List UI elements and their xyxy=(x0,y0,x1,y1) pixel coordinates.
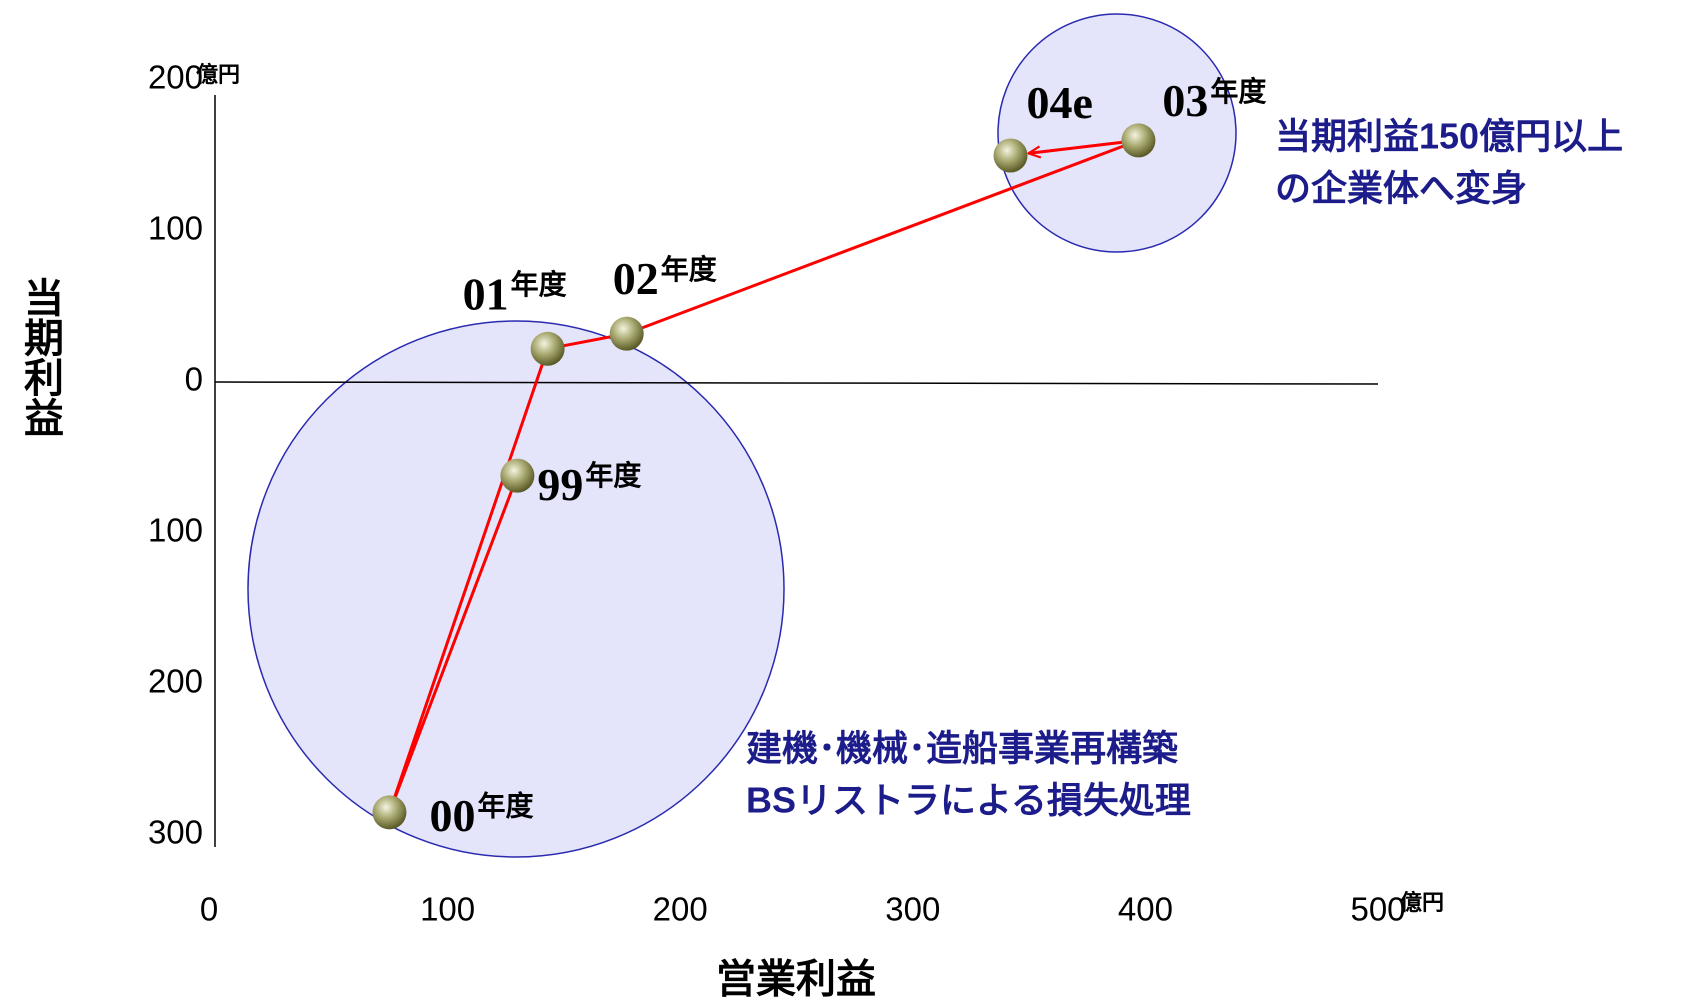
data-point xyxy=(609,316,644,351)
y-tick-label: 100 xyxy=(148,512,203,549)
point-label-suffix: 年度 xyxy=(661,253,717,285)
x-tick-label: 200 xyxy=(653,891,708,928)
annotation: 当期利益150億円以上 xyxy=(1275,116,1623,157)
data-point xyxy=(993,138,1028,173)
point-label: 04e xyxy=(1026,77,1092,128)
x-unit: 億円 xyxy=(1400,890,1444,915)
annotation: の企業体へ変身 xyxy=(1275,168,1527,209)
data-point xyxy=(530,331,565,366)
y-tick-label: 100 xyxy=(148,210,203,247)
point-label-suffix: 年度 xyxy=(1210,75,1266,107)
point-label: 00 xyxy=(429,790,475,841)
point-label-suffix: 年度 xyxy=(477,790,533,822)
data-point xyxy=(1121,123,1156,158)
data-point xyxy=(372,795,407,830)
y-tick-label: 300 xyxy=(148,814,203,851)
x-tick-label: 400 xyxy=(1118,891,1173,928)
highlight-circle xyxy=(247,320,785,858)
point-label-suffix: 年度 xyxy=(585,459,641,491)
x-tick-label: 100 xyxy=(420,891,475,928)
x-axis-title: 営業利益 xyxy=(716,958,876,1002)
point-label: 03 xyxy=(1162,75,1208,126)
point-label-suffix: 年度 xyxy=(511,268,567,300)
y-axis-title: 当期利益 xyxy=(18,277,64,437)
y-tick-label: 0 xyxy=(185,361,203,398)
y-tick-label: 200 xyxy=(148,663,203,700)
point-label: 02 xyxy=(613,253,659,304)
annotation: 建機･機械･造船事業再構築 xyxy=(746,728,1179,769)
annotation: BSリストラによる損失処理 xyxy=(746,780,1191,821)
point-label: 99 xyxy=(537,459,583,510)
y-unit: 億円 xyxy=(196,62,240,87)
x-tick-label: 0 xyxy=(200,891,218,928)
zero-line xyxy=(214,381,1379,385)
y-tick-label: 200 xyxy=(148,59,203,96)
data-point xyxy=(500,458,535,493)
highlight-circle xyxy=(997,13,1237,253)
line-series xyxy=(388,138,1139,813)
x-tick-label: 500 xyxy=(1350,891,1405,928)
point-label: 01 xyxy=(463,268,509,319)
x-tick-label: 300 xyxy=(885,891,940,928)
